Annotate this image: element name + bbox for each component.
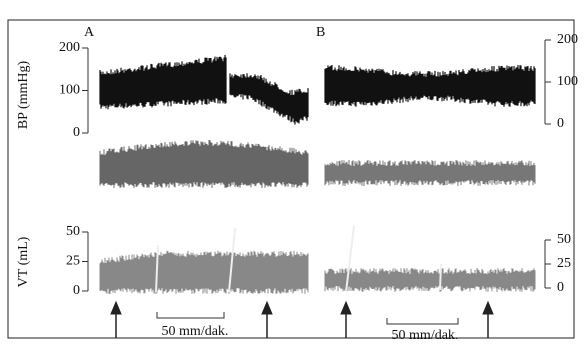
tick-label: 50 [557,232,571,247]
tick-label: 0 [73,283,80,298]
figure: A B BP (mmHg) VT (mL) 50 mm/dak. 50 mm/d… [0,0,584,349]
trace [325,65,535,107]
tick-label: 200 [557,32,578,47]
axis-label: BP (mmHg) [16,61,31,130]
tick-label: 0 [557,280,564,295]
tick-label: 25 [557,256,571,271]
scale-bar-label: 50 mm/dak. [392,328,459,343]
tick-label: 0 [73,125,80,140]
tick-label: 100 [557,74,578,89]
trace [100,55,226,109]
axis-label: VT (mL) [16,236,31,287]
trace [100,140,308,188]
scale-bar-label: 50 mm/dak. [162,324,229,339]
panel-label: B [316,25,325,40]
trace [325,268,535,292]
tick-label: 50 [66,224,80,239]
tick-label: 0 [557,116,564,131]
tick-label: 100 [59,83,80,98]
panel-label: A [84,25,95,40]
artifact [440,264,441,290]
tick-label: 200 [59,40,80,55]
tick-label: 25 [66,254,80,269]
trace [100,251,308,294]
trace [325,160,535,186]
scale-bar [387,318,458,324]
trace [230,73,308,124]
scale-bar [157,312,224,318]
